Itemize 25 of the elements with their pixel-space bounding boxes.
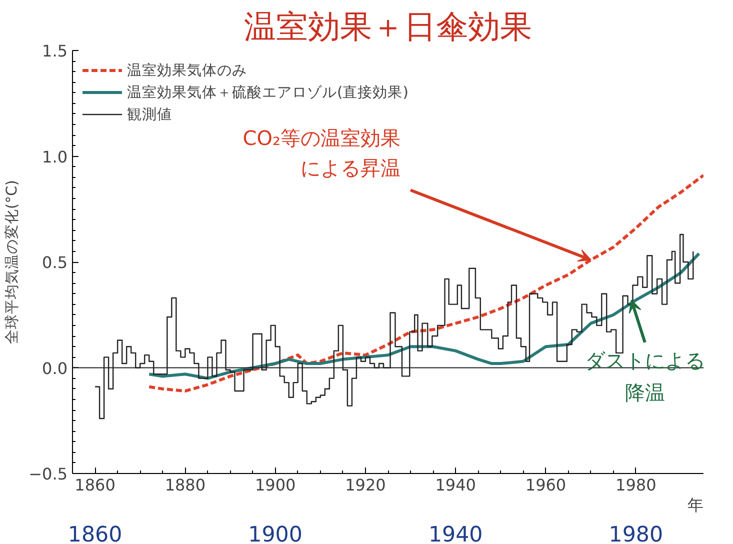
y-tick-label: 1.5 bbox=[42, 42, 68, 60]
x-tick-label: 1880 bbox=[164, 476, 206, 494]
y-tick-label: −0.5 bbox=[28, 464, 68, 484]
x2-tick-label: 1980 bbox=[608, 522, 664, 544]
y-tick-label: 0.0 bbox=[42, 358, 68, 378]
x-tick-label: 1900 bbox=[254, 476, 296, 494]
y-tick-label: 0.5 bbox=[42, 253, 68, 272]
x-tick-label: 1860 bbox=[74, 476, 116, 494]
y-tick-label: 1.0 bbox=[42, 147, 68, 166]
x-tick-label: 1920 bbox=[345, 476, 386, 494]
annotation: ダストによる降温 bbox=[584, 348, 705, 404]
x2-tick-label: 1940 bbox=[428, 522, 483, 544]
x2-tick-label: 1860 bbox=[68, 522, 122, 544]
x-tick-label: 1960 bbox=[525, 476, 566, 494]
x-tick-label: 1940 bbox=[435, 476, 476, 494]
chart-title: 温室効果＋日傘効果 bbox=[244, 8, 532, 46]
x2-tick-label: 1900 bbox=[248, 522, 302, 544]
x-tick-label: 1980 bbox=[616, 476, 656, 494]
annotation: CO₂等の温室効果による昇温 bbox=[242, 126, 401, 180]
legend-label: 温室効果気体＋硫酸エアロゾル(直接効果) bbox=[127, 82, 408, 102]
legend-label: 温室効果気体のみ bbox=[127, 60, 247, 80]
line-series bbox=[148, 252, 700, 380]
legend-label: 観測値 bbox=[127, 104, 172, 124]
y-axis-title: 全球平均気温の変化(°C) bbox=[4, 180, 21, 344]
x-axis-title: 年 bbox=[688, 496, 704, 514]
